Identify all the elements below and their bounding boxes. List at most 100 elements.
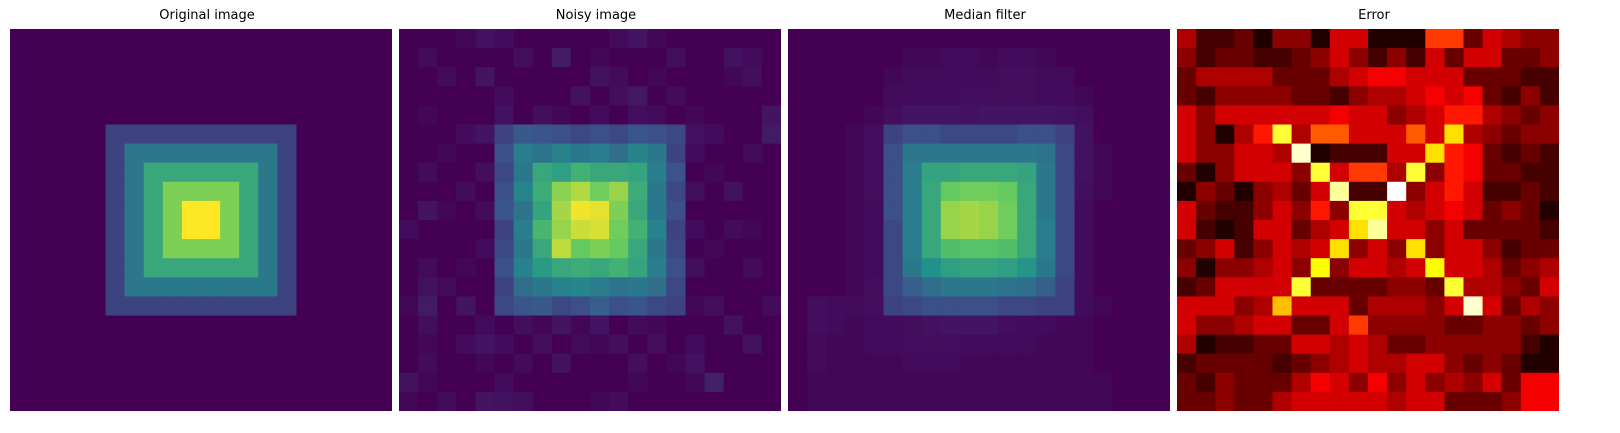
heatmap-cell bbox=[647, 258, 667, 278]
heatmap-cell bbox=[29, 277, 49, 297]
heatmap-cell bbox=[1196, 143, 1216, 164]
heatmap-cell bbox=[1501, 67, 1522, 87]
heatmap-cell bbox=[10, 239, 30, 259]
heatmap-median-filter bbox=[788, 29, 1170, 411]
heatmap-cell bbox=[239, 86, 259, 106]
heatmap-cell bbox=[1368, 29, 1388, 49]
heatmap-cell bbox=[864, 181, 885, 202]
heatmap-cell bbox=[1131, 334, 1152, 355]
heatmap-cell bbox=[1177, 258, 1197, 278]
heatmap-cell bbox=[105, 296, 126, 317]
heatmap-cell bbox=[761, 143, 781, 164]
heatmap-cell bbox=[67, 258, 87, 278]
heatmap-cell bbox=[1310, 258, 1331, 278]
heatmap-cell bbox=[647, 48, 667, 68]
heatmap-cell bbox=[105, 181, 126, 202]
heatmap-cell bbox=[1406, 162, 1426, 183]
heatmap-cell bbox=[1444, 124, 1465, 145]
heatmap-cell bbox=[761, 200, 781, 221]
heatmap-cell bbox=[418, 143, 438, 164]
heatmap-cell bbox=[181, 86, 202, 106]
heatmap-cell bbox=[399, 315, 419, 336]
heatmap-cell bbox=[353, 124, 374, 145]
heatmap-cell bbox=[86, 48, 107, 68]
heatmap-cell bbox=[456, 220, 476, 240]
heatmap-cell bbox=[105, 105, 126, 126]
heatmap-cell bbox=[1291, 181, 1312, 202]
heatmap-cell bbox=[162, 353, 183, 374]
heatmap-cell bbox=[1150, 315, 1170, 336]
heatmap-cell bbox=[1348, 353, 1369, 374]
heatmap-cell bbox=[609, 296, 629, 317]
heatmap-cell bbox=[162, 391, 183, 411]
heatmap-cell bbox=[296, 143, 317, 164]
panel-title-original: Original image bbox=[159, 8, 255, 23]
heatmap-cell bbox=[67, 353, 87, 374]
heatmap-cell bbox=[143, 353, 164, 374]
heatmap-cell bbox=[143, 162, 164, 183]
heatmap-cell bbox=[628, 200, 648, 221]
heatmap-cell bbox=[1112, 334, 1133, 355]
heatmap-cell bbox=[685, 315, 706, 336]
heatmap-cell bbox=[1501, 372, 1522, 393]
heatmap-cell bbox=[1055, 181, 1076, 202]
heatmap-cell bbox=[48, 29, 68, 49]
heatmap-cell bbox=[220, 143, 240, 164]
heatmap-cell bbox=[513, 296, 534, 317]
heatmap-cell bbox=[220, 86, 240, 106]
heatmap-cell bbox=[666, 86, 687, 106]
heatmap-cell bbox=[845, 391, 865, 411]
heatmap-cell bbox=[277, 353, 298, 374]
heatmap-cell bbox=[124, 372, 145, 393]
heatmap-cell bbox=[1177, 200, 1197, 221]
heatmap-cell bbox=[1406, 315, 1426, 336]
heatmap-cell bbox=[940, 105, 961, 126]
heatmap-cell bbox=[570, 220, 591, 240]
heatmap-cell bbox=[277, 315, 298, 336]
heatmap-cell bbox=[1234, 181, 1254, 202]
heatmap-cell bbox=[220, 353, 240, 374]
heatmap-cell bbox=[940, 372, 961, 393]
heatmap-cell bbox=[609, 29, 629, 49]
heatmap-cell bbox=[921, 200, 942, 221]
heatmap-cell bbox=[761, 296, 781, 317]
heatmap-cell bbox=[1501, 391, 1522, 411]
heatmap-cell bbox=[315, 372, 336, 393]
heatmap-cell bbox=[807, 48, 827, 68]
heatmap-cell bbox=[959, 334, 980, 355]
heatmap-cell bbox=[105, 353, 126, 374]
heatmap-cell bbox=[1017, 220, 1037, 240]
heatmap-cell bbox=[609, 277, 629, 297]
heatmap-cell bbox=[1291, 391, 1312, 411]
heatmap-cell bbox=[372, 372, 392, 393]
heatmap-cell bbox=[723, 200, 744, 221]
heatmap-cell bbox=[277, 296, 298, 317]
heatmap-cell bbox=[940, 277, 961, 297]
heatmap-cell bbox=[723, 315, 744, 336]
heatmap-cell bbox=[1272, 124, 1293, 145]
heatmap-cell bbox=[1291, 353, 1312, 374]
heatmap-cell bbox=[1112, 162, 1133, 183]
heatmap-cell bbox=[372, 334, 392, 355]
heatmap-cell bbox=[1234, 258, 1254, 278]
heatmap-cell bbox=[1368, 353, 1388, 374]
heatmap-cell bbox=[1348, 181, 1369, 202]
heatmap-cell bbox=[921, 67, 942, 87]
heatmap-cell bbox=[1482, 162, 1503, 183]
heatmap-cell bbox=[761, 315, 781, 336]
heatmap-cell bbox=[590, 334, 610, 355]
heatmap-cell bbox=[1177, 220, 1197, 240]
heatmap-cell bbox=[647, 29, 667, 49]
heatmap-cell bbox=[1253, 200, 1274, 221]
heatmap-cell bbox=[1177, 391, 1197, 411]
heatmap-cell bbox=[124, 239, 145, 259]
heatmap-cell bbox=[1520, 391, 1541, 411]
heatmap-cell bbox=[1112, 315, 1133, 336]
heatmap-cell bbox=[959, 143, 980, 164]
heatmap-cell bbox=[475, 372, 496, 393]
heatmap-cell bbox=[1348, 86, 1369, 106]
heatmap-cell bbox=[220, 48, 240, 68]
heatmap-cell bbox=[475, 296, 496, 317]
heatmap-cell bbox=[1272, 277, 1293, 297]
heatmap-cell bbox=[723, 29, 744, 49]
